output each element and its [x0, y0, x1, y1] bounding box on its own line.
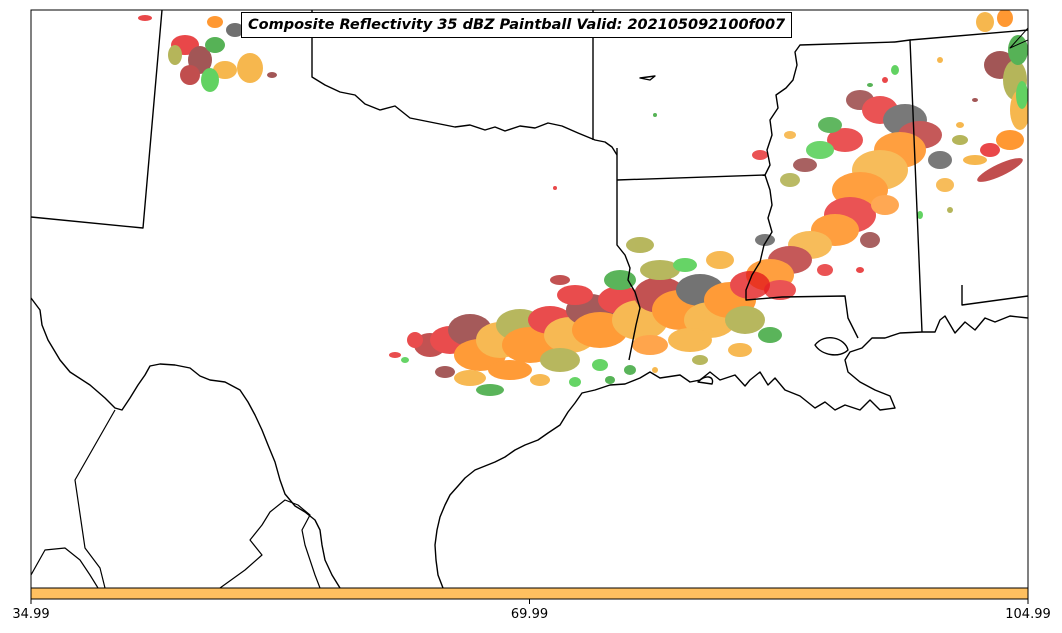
- map-title: Composite Reflectivity 35 dBZ Paintball …: [241, 12, 793, 38]
- colorbar-tick-label-right: 104.99: [1005, 607, 1051, 622]
- colorbar: [30, 587, 1029, 600]
- reflectivity-paintball-layer: [138, 10, 1028, 396]
- state-boundaries: [31, 10, 1028, 588]
- colorbar-tick-label-left: 34.99: [12, 607, 50, 622]
- colorbar-tick-label-middle: 69.99: [510, 607, 549, 622]
